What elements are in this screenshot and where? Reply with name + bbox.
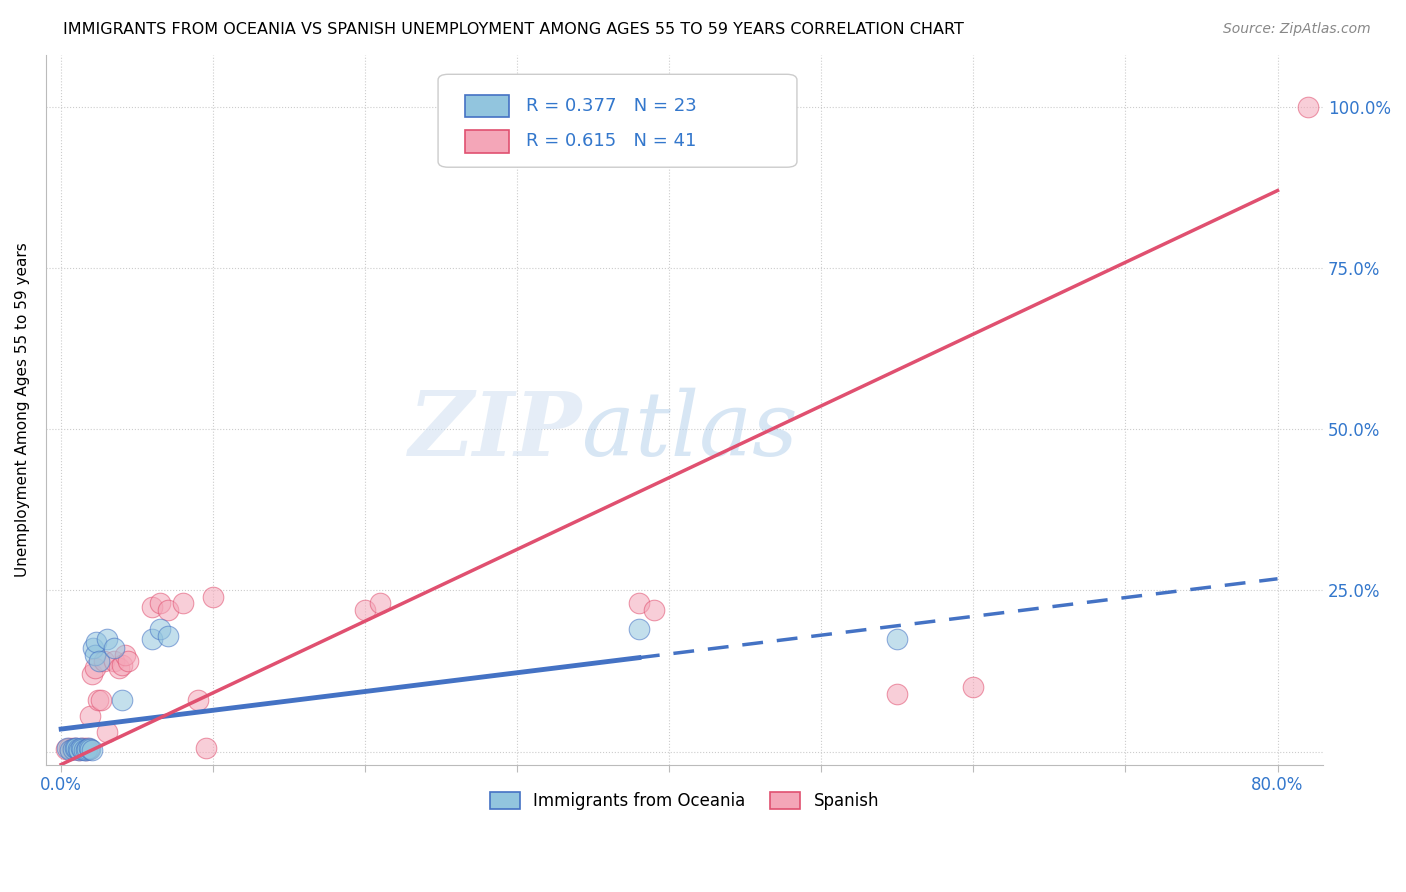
Point <box>73 742 96 756</box>
Point <box>149 596 172 610</box>
FancyBboxPatch shape <box>439 74 797 167</box>
Point <box>156 603 179 617</box>
Point <box>114 648 136 662</box>
Point <box>886 687 908 701</box>
Point <box>172 596 194 610</box>
Text: IMMIGRANTS FROM OCEANIA VS SPANISH UNEMPLOYMENT AMONG AGES 55 TO 59 YEARS CORREL: IMMIGRANTS FROM OCEANIA VS SPANISH UNEMP… <box>63 22 965 37</box>
Point <box>156 628 179 642</box>
Point <box>66 742 89 756</box>
Point <box>370 596 392 610</box>
Point <box>72 742 94 756</box>
Point <box>187 693 209 707</box>
Point <box>96 725 118 739</box>
Point <box>62 742 84 756</box>
Point <box>75 742 97 756</box>
Point <box>82 641 104 656</box>
Point <box>202 590 225 604</box>
Point <box>111 693 134 707</box>
Point <box>108 661 131 675</box>
Point <box>77 741 100 756</box>
Point <box>70 740 93 755</box>
Point <box>56 741 79 756</box>
Point <box>73 741 96 756</box>
Point <box>1296 100 1319 114</box>
Point <box>76 742 98 756</box>
Point <box>93 654 115 668</box>
Text: ZIP: ZIP <box>409 388 582 475</box>
Point <box>58 740 80 755</box>
Point <box>89 654 111 668</box>
Point <box>84 635 107 649</box>
Legend: Immigrants from Oceania, Spanish: Immigrants from Oceania, Spanish <box>484 785 886 816</box>
Point <box>67 742 90 756</box>
Point <box>86 693 108 707</box>
Point <box>886 632 908 646</box>
Point <box>1388 100 1406 114</box>
Point <box>149 622 172 636</box>
Point <box>67 742 90 756</box>
Point <box>76 740 98 755</box>
Point <box>103 641 125 656</box>
FancyBboxPatch shape <box>465 95 509 118</box>
Point <box>83 661 105 675</box>
Point <box>63 740 86 755</box>
Point <box>627 622 650 636</box>
Point <box>55 742 77 756</box>
Point <box>90 693 112 707</box>
Text: Source: ZipAtlas.com: Source: ZipAtlas.com <box>1223 22 1371 37</box>
Point <box>63 742 86 756</box>
Point <box>79 742 101 756</box>
Point <box>111 657 134 672</box>
Point <box>194 741 217 756</box>
Text: R = 0.377   N = 23: R = 0.377 N = 23 <box>526 97 697 115</box>
Y-axis label: Unemployment Among Ages 55 to 59 years: Unemployment Among Ages 55 to 59 years <box>15 243 30 577</box>
Point <box>103 654 125 668</box>
Point <box>59 742 82 756</box>
Point <box>80 742 103 756</box>
Point <box>643 603 665 617</box>
FancyBboxPatch shape <box>465 129 509 153</box>
Point <box>627 596 650 610</box>
Point <box>80 667 103 681</box>
Point <box>65 741 87 756</box>
Point <box>65 741 87 756</box>
Text: R = 0.615   N = 41: R = 0.615 N = 41 <box>526 132 696 150</box>
Text: atlas: atlas <box>582 388 799 475</box>
Point <box>72 742 94 756</box>
Point <box>354 603 377 617</box>
Point <box>60 742 83 756</box>
Point <box>62 741 84 756</box>
Point <box>77 742 100 756</box>
Point <box>141 599 163 614</box>
Point <box>79 709 101 723</box>
Point <box>70 741 93 756</box>
Point <box>83 648 105 662</box>
Point <box>66 742 89 756</box>
Point <box>962 680 984 694</box>
Point <box>141 632 163 646</box>
Point <box>117 654 139 668</box>
Point <box>75 742 97 756</box>
Point <box>96 632 118 646</box>
